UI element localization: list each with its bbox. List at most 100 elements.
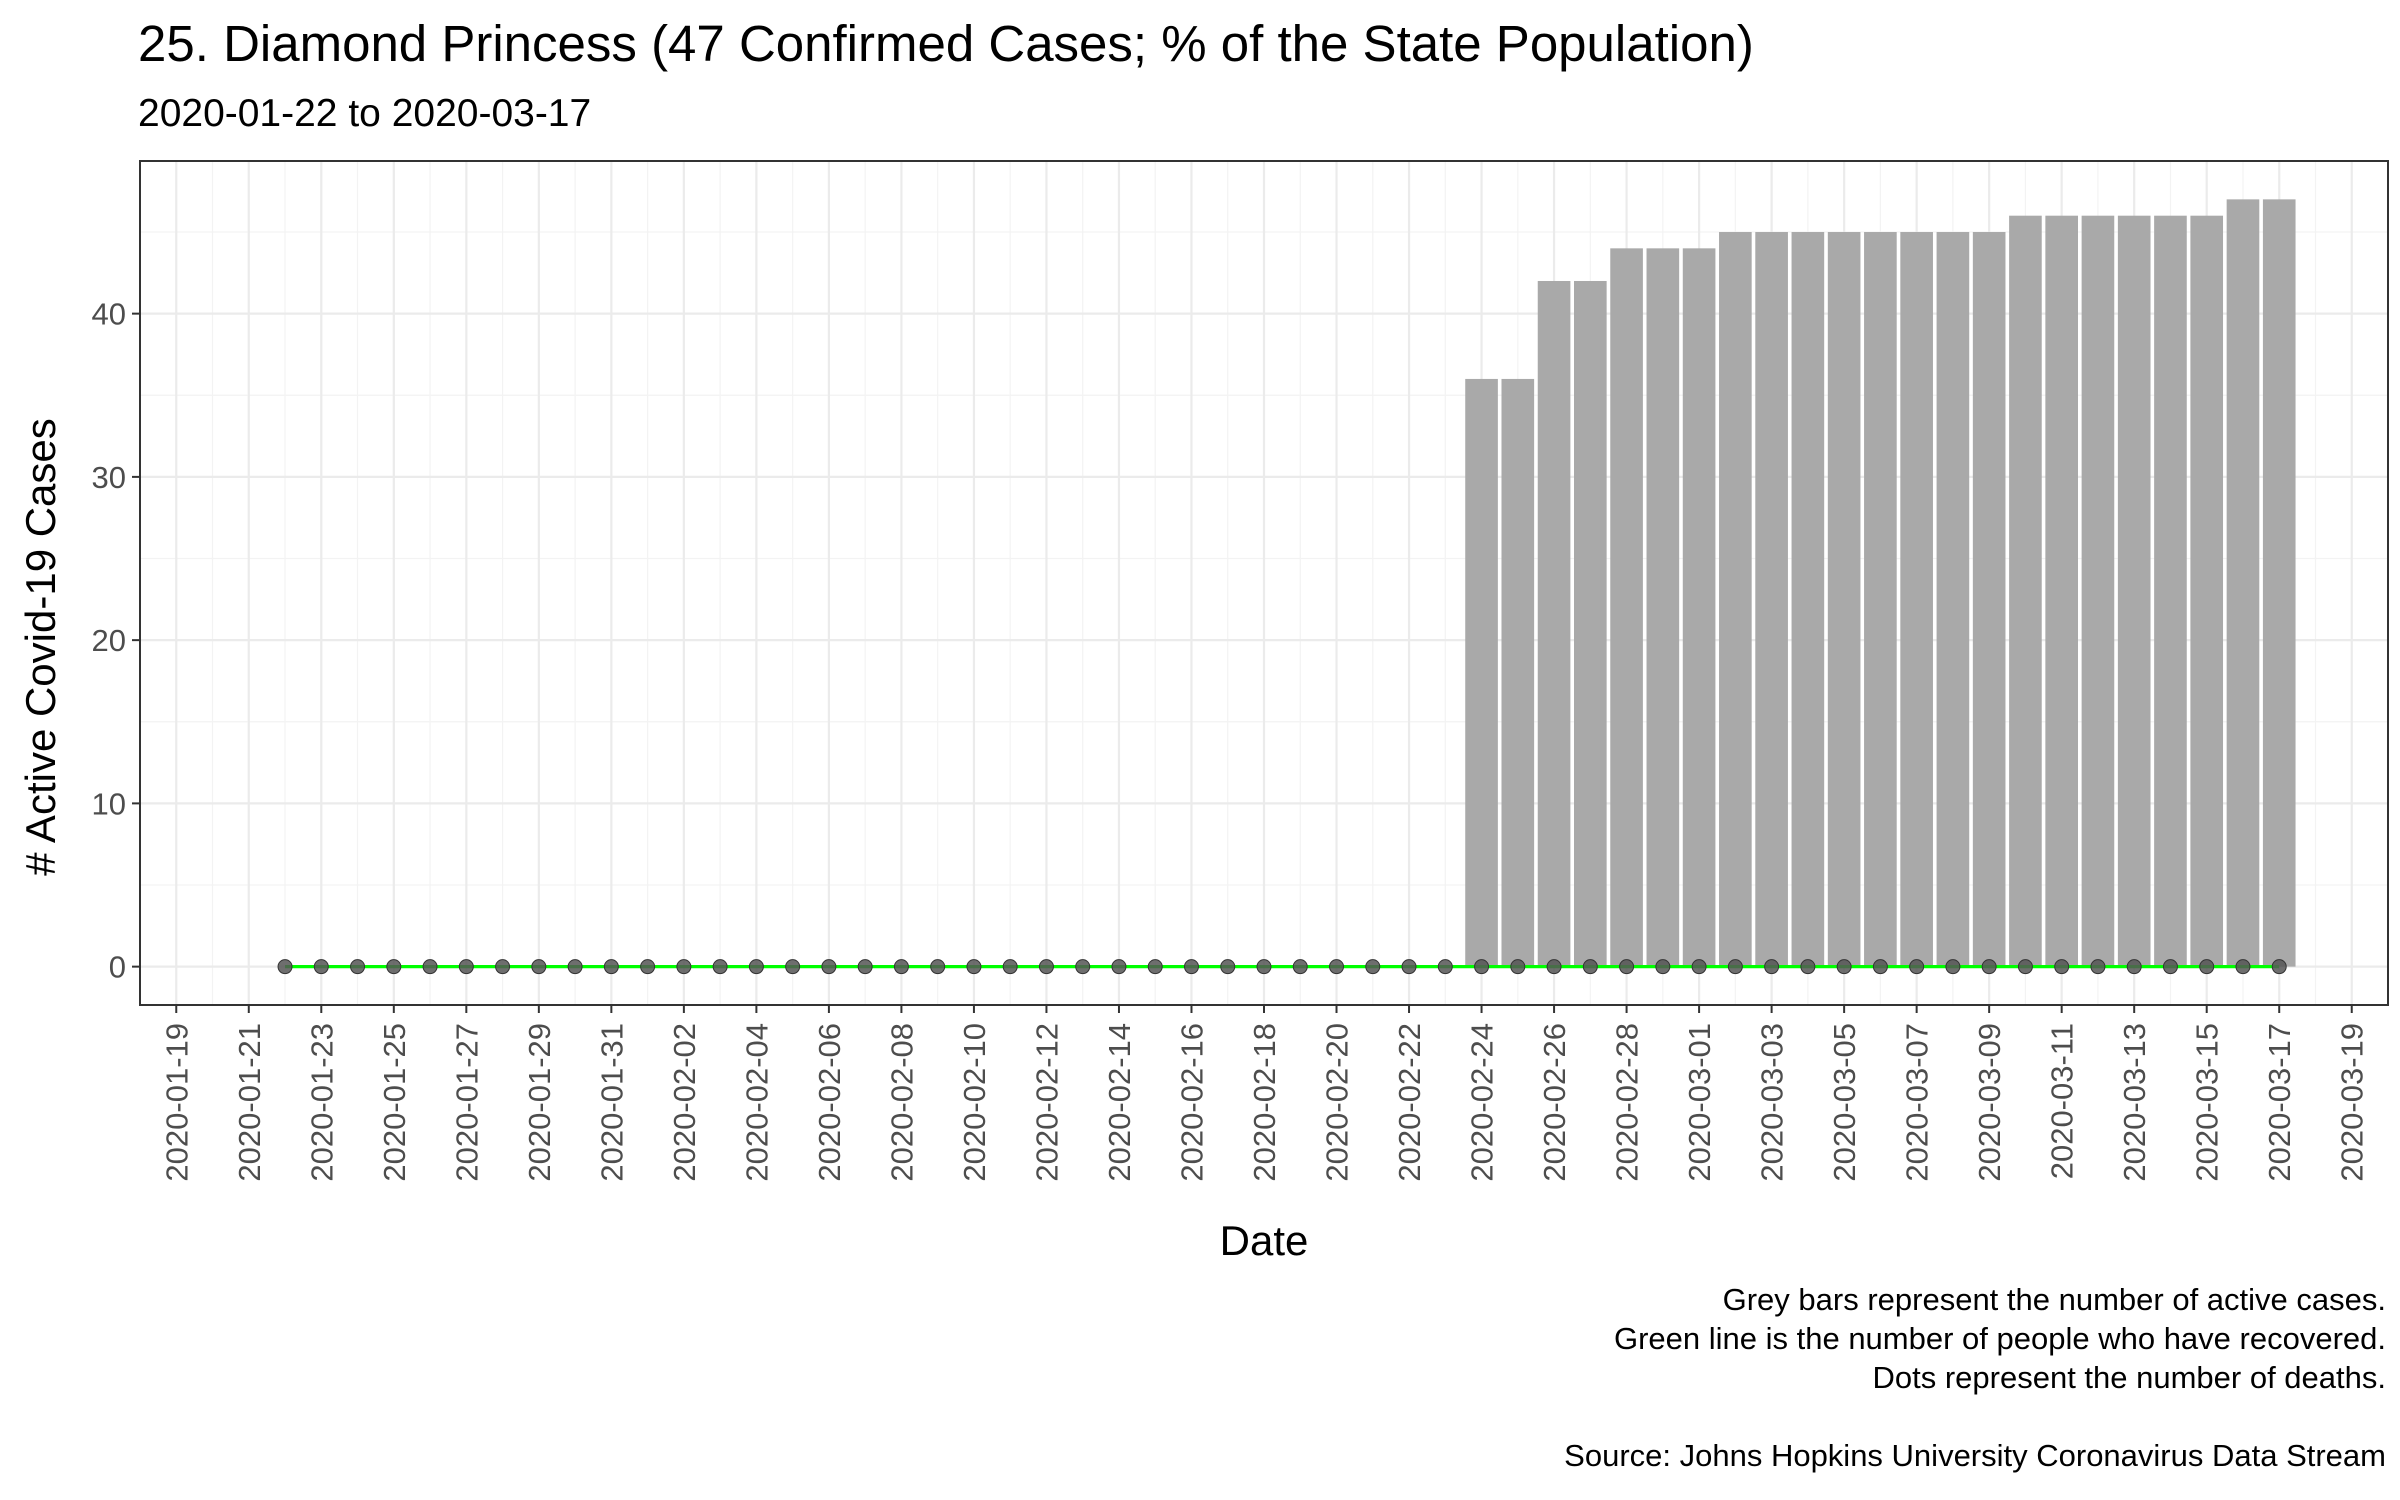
death-dot — [1329, 959, 1345, 975]
bar-active-cases — [2226, 199, 2260, 967]
x-tick-label: 2020-02-22 — [1392, 1023, 1427, 1182]
death-dot — [531, 959, 547, 975]
death-dot — [1111, 959, 1127, 975]
death-dot — [1401, 959, 1417, 975]
bar-active-cases — [1646, 248, 1680, 967]
y-tick-label: 20 — [92, 623, 126, 658]
x-tick-label: 2020-03-11 — [2045, 1023, 2080, 1179]
y-tick-label: 40 — [92, 297, 126, 332]
x-tick-label: 2020-03-13 — [2117, 1023, 2152, 1182]
death-dot — [640, 959, 656, 975]
x-tick-label: 2020-01-31 — [594, 1023, 629, 1182]
x-tick-label: 2020-03-15 — [2190, 1023, 2225, 1182]
caption-line: Grey bars represent the number of active… — [1722, 1282, 2386, 1317]
bar-active-cases — [2117, 215, 2151, 967]
bar-active-cases — [1719, 232, 1752, 967]
death-dot — [1546, 959, 1562, 975]
death-dot — [567, 959, 583, 975]
bar-active-cases — [2009, 215, 2042, 967]
bar-active-cases — [2081, 215, 2115, 967]
x-tick-label: 2020-02-10 — [957, 1023, 992, 1182]
death-dot — [2271, 959, 2287, 975]
death-dot — [1147, 959, 1163, 975]
death-dot — [1945, 959, 1961, 975]
chart-subtitle: 2020-01-22 to 2020-03-17 — [138, 92, 592, 135]
x-tick-label: 2020-02-20 — [1320, 1023, 1355, 1182]
bar-active-cases — [2262, 199, 2296, 967]
death-dot — [1256, 959, 1272, 975]
x-tick-label: 2020-02-24 — [1465, 1023, 1500, 1182]
bar-active-cases — [2154, 215, 2187, 967]
death-dot — [458, 959, 474, 975]
x-tick-label: 2020-01-25 — [377, 1023, 412, 1182]
death-dot — [495, 959, 511, 975]
death-dot — [2054, 959, 2070, 975]
y-tick-label: 10 — [92, 786, 126, 821]
death-dot — [2235, 959, 2251, 975]
x-tick-label: 2020-02-16 — [1174, 1023, 1209, 1182]
death-dot — [2162, 959, 2178, 975]
bar-active-cases — [1682, 248, 1716, 967]
x-tick-label: 2020-02-18 — [1247, 1023, 1282, 1182]
bar-active-cases — [1610, 248, 1643, 967]
bar-active-cases — [1827, 232, 1861, 967]
bar-active-cases — [1501, 378, 1535, 967]
death-dot — [350, 959, 366, 975]
bar-active-cases — [1574, 280, 1607, 967]
x-tick-label: 2020-03-19 — [2335, 1023, 2370, 1182]
bar-active-cases — [1972, 232, 2006, 967]
death-dot — [2126, 959, 2142, 975]
x-tick-label: 2020-02-06 — [812, 1023, 847, 1182]
x-tick-label: 2020-02-04 — [739, 1023, 774, 1182]
y-axis: 0 10 20 30 40 — [92, 297, 140, 985]
death-dot — [1292, 959, 1308, 975]
x-tick-label: 2020-03-05 — [1827, 1023, 1862, 1182]
death-dot — [857, 959, 873, 975]
death-dot — [1002, 959, 1018, 975]
x-tick-label: 2020-02-02 — [667, 1023, 702, 1182]
death-dots — [277, 959, 2287, 975]
caption: Grey bars represent the number of active… — [1564, 1280, 2386, 1475]
x-axis-label: Date — [1220, 1217, 1309, 1264]
bar-active-cases — [2190, 215, 2224, 967]
death-dot — [712, 959, 728, 975]
death-dot — [676, 959, 692, 975]
x-tick-label: 2020-02-14 — [1102, 1023, 1137, 1182]
x-tick-label: 2020-03-07 — [1900, 1023, 1935, 1182]
death-dot — [1909, 959, 1925, 975]
caption-line — [1564, 1397, 2386, 1436]
death-dot — [748, 959, 764, 975]
y-axis-label: # Active Covid-19 Cases — [17, 418, 64, 876]
death-dot — [1655, 959, 1671, 975]
death-dot — [1582, 959, 1598, 975]
y-tick-label: 30 — [92, 460, 126, 495]
x-tick-label: 2020-03-09 — [1972, 1023, 2007, 1182]
death-dot — [386, 959, 402, 975]
bar-active-cases — [1755, 232, 1788, 967]
death-dot — [1220, 959, 1236, 975]
death-dot — [1764, 959, 1780, 975]
death-dot — [893, 959, 909, 975]
death-dot — [930, 959, 946, 975]
x-tick-label: 2020-03-01 — [1682, 1023, 1717, 1182]
death-dot — [2199, 959, 2215, 975]
death-dot — [1727, 959, 1743, 975]
death-dot — [966, 959, 982, 975]
death-dot — [1800, 959, 1816, 975]
bar-active-cases — [2045, 215, 2078, 967]
death-dot — [603, 959, 619, 975]
x-tick-label: 2020-01-21 — [232, 1023, 267, 1182]
x-tick-label: 2020-01-19 — [159, 1023, 194, 1182]
bar-active-cases — [1537, 280, 1571, 967]
death-dot — [1619, 959, 1635, 975]
death-dot — [422, 959, 438, 975]
caption-line: Source: Johns Hopkins University Coronav… — [1564, 1438, 2386, 1473]
death-dot — [1872, 959, 1888, 975]
bar-active-cases — [1864, 232, 1897, 967]
death-dot — [1365, 959, 1381, 975]
chart-title: 25. Diamond Princess (47 Confirmed Cases… — [138, 15, 1754, 72]
x-tick-label: 2020-03-03 — [1755, 1023, 1790, 1182]
death-dot — [1038, 959, 1054, 975]
bar-active-cases — [1900, 232, 1933, 967]
bar-active-cases — [1936, 232, 1970, 967]
